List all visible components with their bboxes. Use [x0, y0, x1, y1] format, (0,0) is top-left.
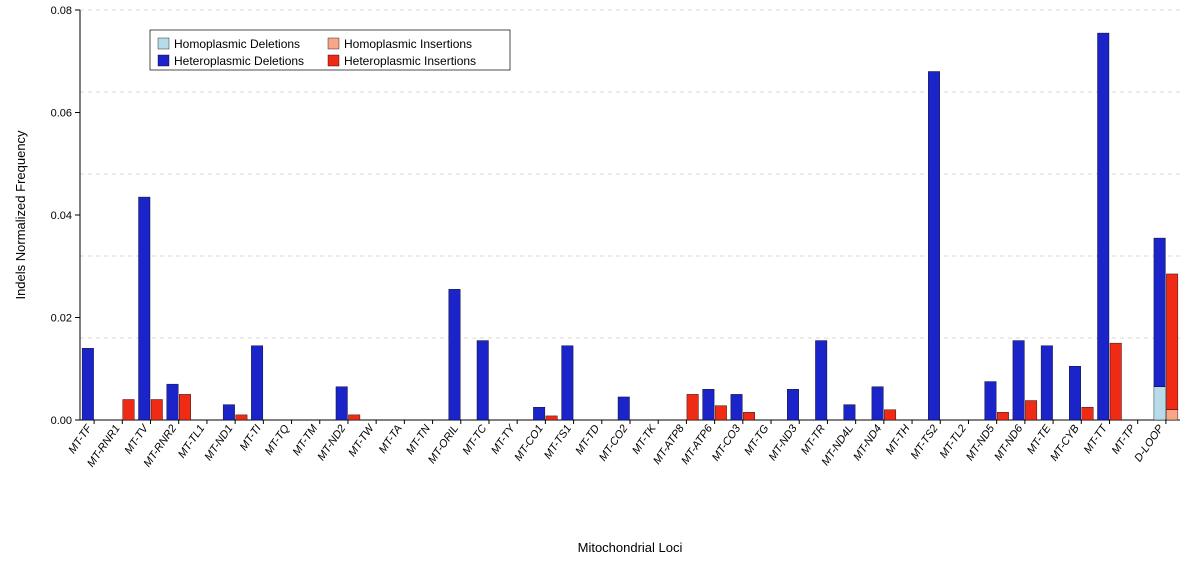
bar-segment [985, 382, 996, 420]
bar-segment [1166, 410, 1177, 420]
bar-segment [1013, 341, 1024, 420]
legend-swatch [158, 38, 169, 49]
y-tick-label: 0.08 [51, 5, 72, 17]
bar-segment [1041, 346, 1052, 420]
legend-label: Heteroplasmic Insertions [344, 54, 476, 68]
legend-label: Heteroplasmic Deletions [174, 54, 304, 68]
bar-segment [151, 400, 162, 421]
bar-segment [815, 341, 826, 420]
bar-segment [251, 346, 262, 420]
y-tick-label: 0.02 [51, 313, 72, 325]
indels-chart: 0.00 0.02 0.04 0.06 0.08 Indels Normalized Fr… [0, 0, 1200, 564]
bar-segment [884, 410, 895, 420]
bar-segment [872, 387, 883, 420]
bar-segment [928, 72, 939, 421]
bar-segment [1098, 33, 1109, 420]
bar-segment [562, 346, 573, 420]
legend-label: Homoplasmic Insertions [344, 37, 472, 51]
bar-segment [997, 412, 1008, 420]
bar-segment [167, 384, 178, 420]
bar-segment [546, 416, 557, 420]
legend-swatch [328, 55, 339, 66]
bar-segment [787, 389, 798, 420]
y-tick-label: 0.04 [51, 210, 72, 222]
bar-segment [703, 389, 714, 420]
legend-swatch [158, 55, 169, 66]
bar-segment [731, 394, 742, 420]
y-axis-label: Indels Normalized Frequency [13, 130, 28, 300]
legend-label: Homoplasmic Deletions [174, 37, 300, 51]
bar-segment [687, 394, 698, 420]
bar-segment [139, 197, 150, 420]
bar-segment [618, 397, 629, 420]
bar-segment [844, 405, 855, 420]
y-tick-label: 0.00 [51, 415, 72, 427]
bar-segment [1110, 343, 1121, 420]
x-axis-label: Mitochondrial Loci [578, 540, 683, 555]
bar-segment [123, 400, 134, 421]
bar-segment [348, 415, 359, 420]
bar-segment [743, 412, 754, 420]
bar-segment [1069, 366, 1080, 420]
bar-segment [336, 387, 347, 420]
bar-segment [477, 341, 488, 420]
y-tick-label: 0.06 [51, 108, 72, 120]
bar-segment [236, 415, 247, 420]
bar-segment [1025, 401, 1036, 420]
bar-segment [449, 289, 460, 420]
bar-segment [223, 405, 234, 420]
bar-segment [1154, 387, 1165, 420]
bar-segment [1166, 274, 1177, 410]
legend-swatch [328, 38, 339, 49]
bar-segment [1154, 238, 1165, 387]
bar-segment [179, 394, 190, 420]
bar-segment [1082, 407, 1093, 420]
bar-segment [533, 407, 544, 420]
bar-segment [715, 406, 726, 420]
bar-segment [82, 348, 93, 420]
